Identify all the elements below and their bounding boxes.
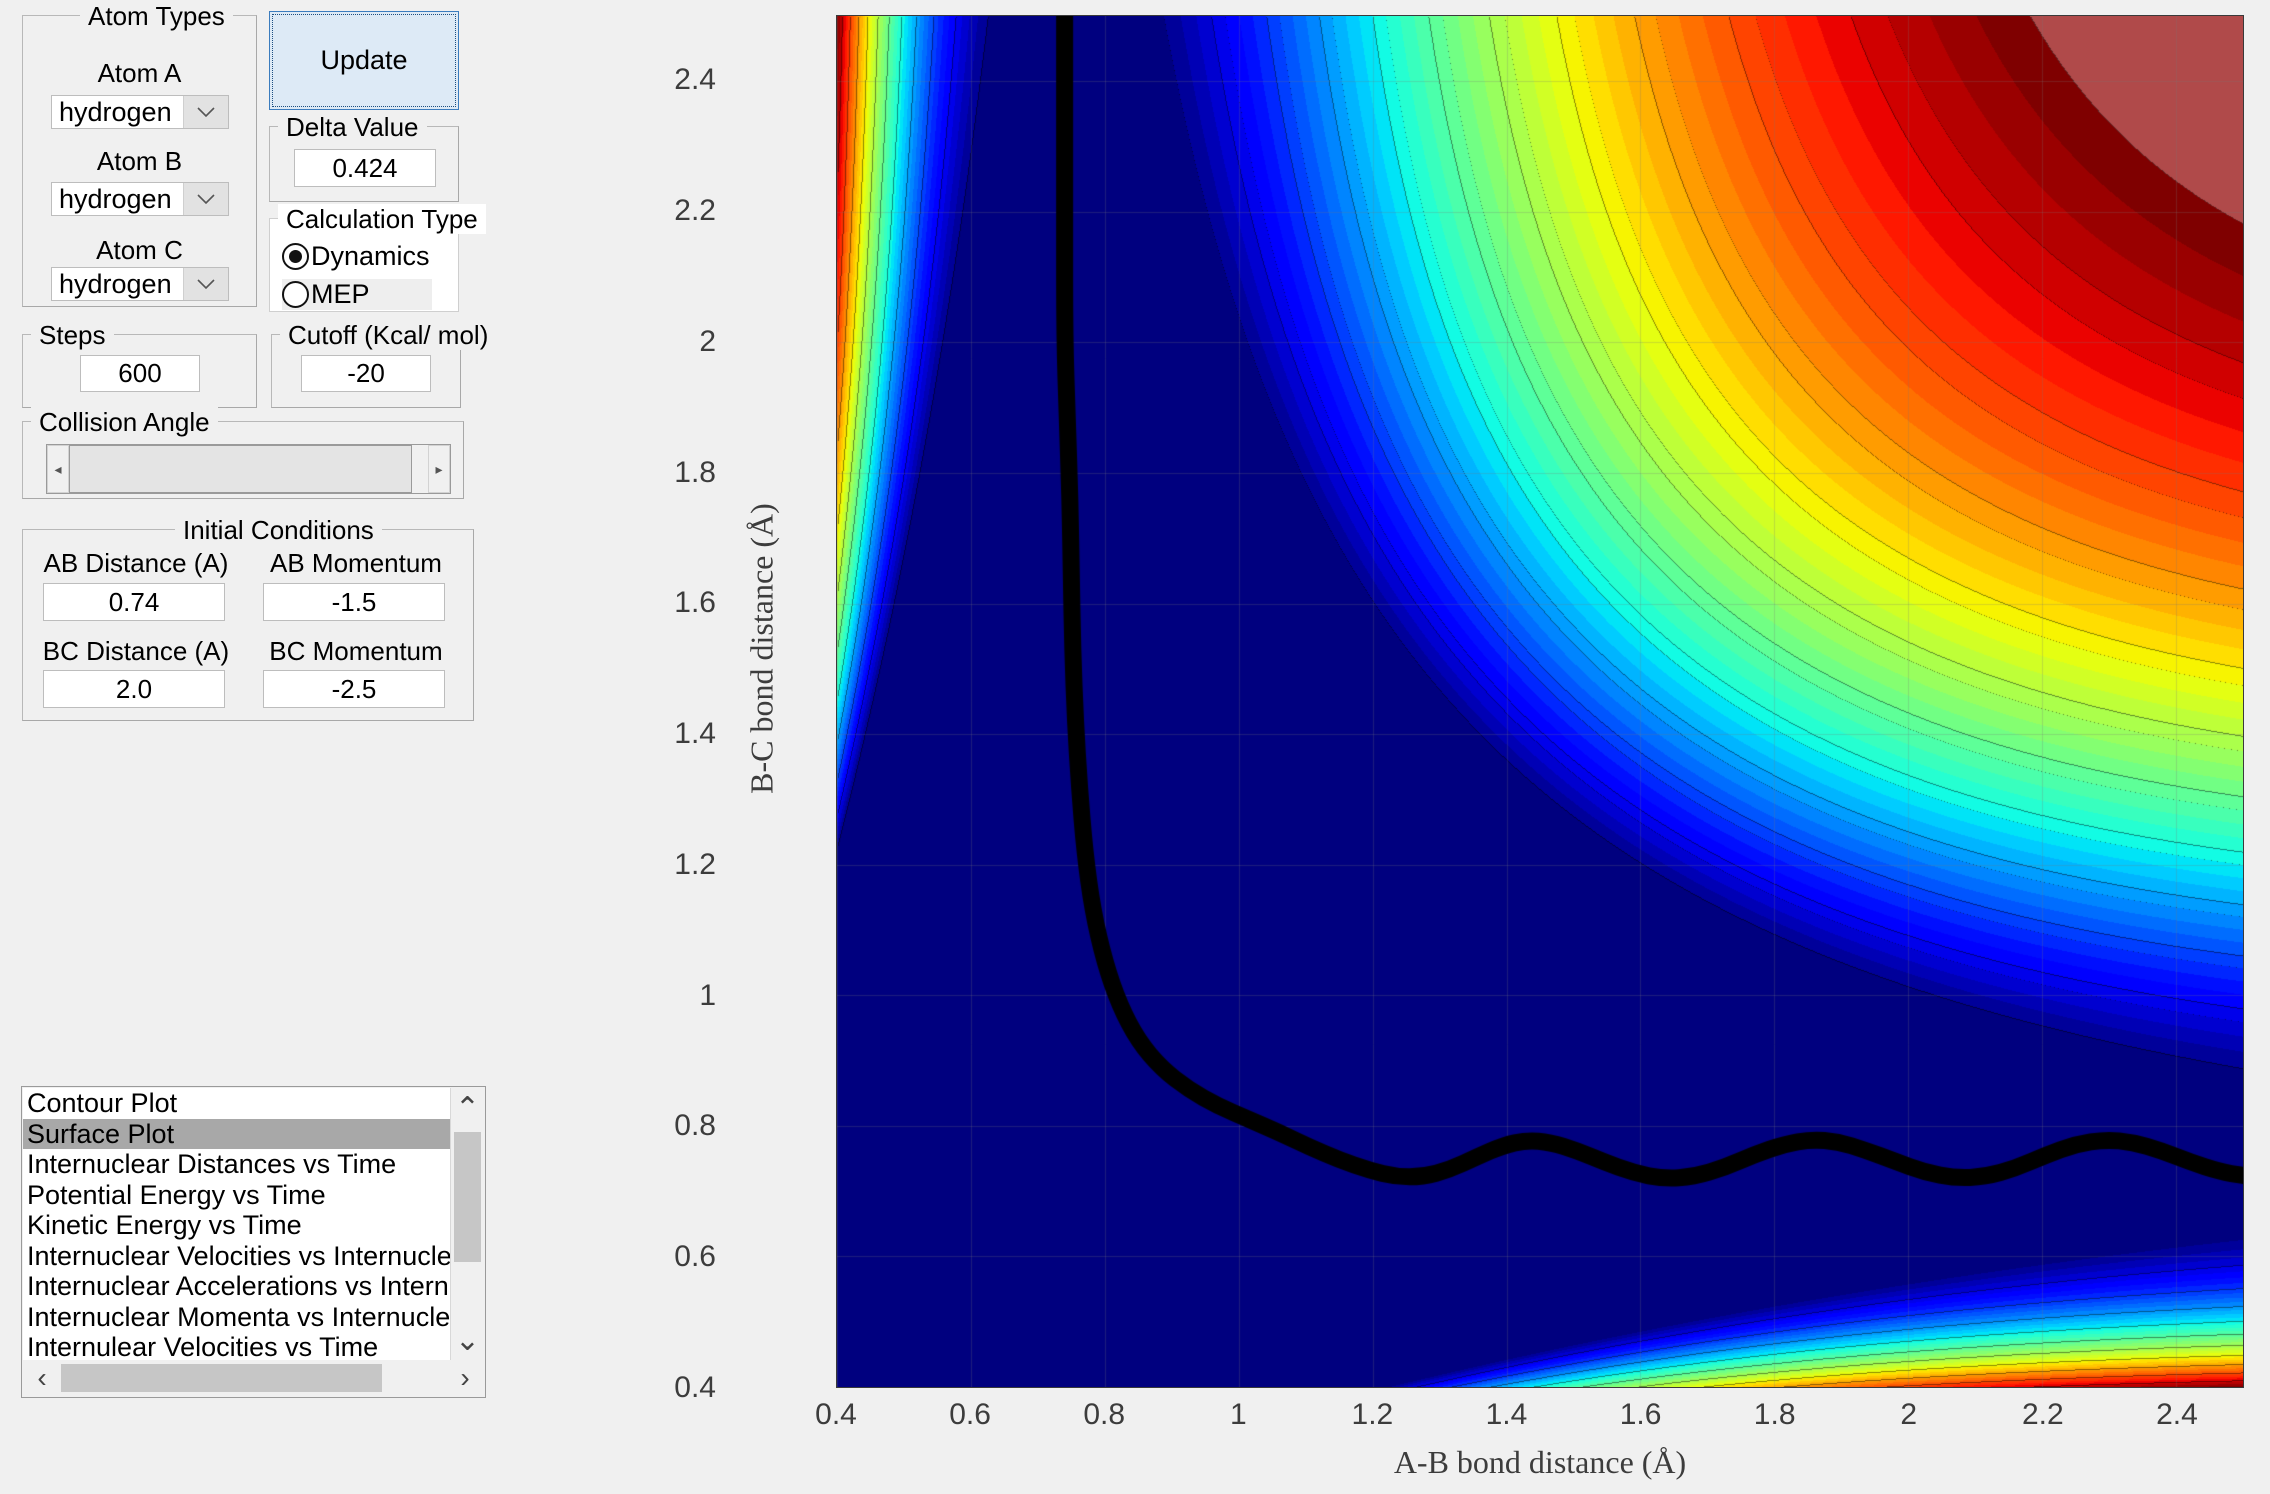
- list-item[interactable]: Internulear Velocities vs Time: [27, 1332, 379, 1360]
- x-tick-label: 0.6: [949, 1398, 991, 1431]
- y-tick-label: 0.4: [674, 1371, 716, 1404]
- x-tick-label: 2.2: [2021, 1398, 2064, 1431]
- initial-conditions-title: Initial Conditions: [175, 515, 382, 545]
- initial-conditions-panel: Initial Conditions AB Distance (A) 0.74 …: [22, 515, 474, 721]
- plot-canvas-area[interactable]: [836, 15, 2244, 1388]
- ab-distance-field[interactable]: 0.74: [43, 583, 225, 621]
- x-tick-label: 2: [1900, 1398, 1918, 1431]
- scroll-down-icon[interactable]: ⌄: [454, 1323, 481, 1357]
- y-axis-label: B-C bond distance (Å): [743, 503, 780, 794]
- list-item[interactable]: Internuclear Accelerations vs Internucle…: [27, 1271, 451, 1301]
- y-tick-label: 0.6: [674, 1240, 716, 1274]
- horizontal-scroll-thumb[interactable]: [61, 1364, 382, 1392]
- y-tick-label: 2.2: [674, 194, 716, 228]
- x-tick-label: 1: [1229, 1398, 1247, 1431]
- atom-a-label: Atom A: [97, 58, 182, 88]
- radio-dynamics[interactable]: Dynamics: [282, 241, 430, 272]
- x-tick-label: 1.6: [1619, 1398, 1662, 1431]
- x-tick-label: 2.4: [2156, 1398, 2198, 1431]
- atom-types-panel: Atom Types Atom A hydrogen Atom B hydrog…: [22, 1, 257, 307]
- delta-value-title: Delta Value: [278, 112, 427, 142]
- cutoff-title: Cutoff (Kcal/ mol): [280, 320, 497, 350]
- ab-momentum-label: AB Momentum: [270, 548, 442, 578]
- list-item[interactable]: Internuclear Velocities vs Internuclear …: [27, 1240, 451, 1271]
- atom-c-label: Atom C: [96, 235, 183, 265]
- listbox-vertical-scrollbar[interactable]: ⌃ ⌄: [450, 1088, 484, 1360]
- y-tick-label: 2.4: [674, 63, 716, 97]
- x-tick-label: 1.8: [1753, 1398, 1796, 1431]
- slider-left-arrow-icon[interactable]: ◂: [47, 445, 69, 493]
- x-tick-label: 0.4: [815, 1398, 857, 1431]
- atom-a-combo[interactable]: hydrogen: [51, 95, 229, 129]
- atom-c-combo[interactable]: hydrogen: [51, 267, 229, 301]
- plot-type-listbox[interactable]: Contour Plot Surface Plot Internuclear Dis…: [21, 1086, 486, 1398]
- scroll-left-icon[interactable]: ‹: [37, 1362, 47, 1393]
- chevron-down-icon[interactable]: [183, 96, 228, 128]
- atom-types-title: Atom Types: [80, 1, 233, 31]
- cutoff-panel: Cutoff (Kcal/ mol) -20: [271, 320, 497, 408]
- contour-plot-figure: 0.4 0.6 0.8 1 1.2 1.4 1.6 1.8 2 2.2 2.4 0.4 0.6 0.8 1…: [674, 0, 2270, 1494]
- y-tick-label: 1.4: [674, 717, 716, 751]
- x-axis-label: A-B bond distance (Å): [1393, 1444, 1687, 1480]
- bc-distance-field[interactable]: 2.0: [43, 670, 225, 708]
- steps-panel: Steps 600: [22, 320, 257, 408]
- radio-selected-icon: [282, 243, 309, 270]
- cutoff-field[interactable]: -20: [301, 355, 431, 392]
- chevron-down-icon[interactable]: [183, 268, 228, 300]
- list-item[interactable]: Contour Plot: [27, 1088, 178, 1118]
- listbox-horizontal-scrollbar[interactable]: ‹ ›: [23, 1360, 484, 1396]
- y-tick-label: 2: [699, 324, 716, 358]
- atom-a-value: hydrogen: [59, 96, 172, 127]
- radio-mep-label: MEP: [311, 279, 370, 309]
- delta-value-field[interactable]: 0.424: [294, 149, 436, 187]
- list-item[interactable]: Kinetic Energy vs Time: [27, 1210, 302, 1240]
- list-item[interactable]: Surface Plot: [23, 1118, 451, 1149]
- y-tick-label: 1.2: [674, 847, 716, 881]
- collision-angle-title: Collision Angle: [31, 407, 218, 437]
- update-button[interactable]: Update: [269, 11, 459, 110]
- y-tick-label: 1: [699, 978, 716, 1012]
- y-tick-label: 0.8: [674, 1109, 716, 1143]
- chevron-down-icon[interactable]: [183, 183, 228, 215]
- radio-dynamics-label: Dynamics: [311, 241, 430, 271]
- vertical-scroll-thumb[interactable]: [454, 1132, 481, 1262]
- atom-b-value: hydrogen: [59, 183, 172, 214]
- calculation-type-panel: Calculation Type Dynamics MEP: [269, 204, 486, 312]
- radio-mep[interactable]: MEP: [282, 279, 432, 310]
- x-tick-label: 1.2: [1351, 1398, 1394, 1431]
- steps-title: Steps: [31, 320, 114, 350]
- atom-b-combo[interactable]: hydrogen: [51, 182, 229, 216]
- radio-unselected-icon: [282, 281, 309, 308]
- potential-surface-canvas: [837, 16, 2243, 1387]
- delta-value-panel: Delta Value 0.424: [269, 112, 459, 202]
- steps-field[interactable]: 600: [80, 355, 200, 392]
- scroll-right-icon[interactable]: ›: [460, 1362, 470, 1393]
- ab-distance-label: AB Distance (A): [43, 548, 229, 578]
- atom-c-value: hydrogen: [59, 268, 172, 299]
- calculation-type-title: Calculation Type: [278, 204, 486, 234]
- list-item[interactable]: Internuclear Distances vs Time: [27, 1149, 397, 1179]
- collision-angle-panel: Collision Angle ◂ ▸: [22, 407, 464, 499]
- bc-distance-label: BC Distance (A): [42, 636, 230, 666]
- atom-b-label: Atom B: [96, 146, 183, 176]
- bc-momentum-label: BC Momentum: [269, 636, 443, 666]
- x-tick-label: 1.4: [1485, 1398, 1528, 1431]
- listbox-items[interactable]: Contour Plot Surface Plot Internuclear Dis…: [23, 1088, 451, 1360]
- list-item[interactable]: Internuclear Momenta vs Internuclear Dis…: [27, 1301, 451, 1332]
- scroll-up-icon[interactable]: ⌃: [454, 1091, 481, 1125]
- slider-track[interactable]: [412, 445, 428, 493]
- ab-momentum-field[interactable]: -1.5: [263, 583, 445, 621]
- y-tick-label: 1.6: [674, 586, 716, 620]
- collision-angle-slider[interactable]: ◂ ▸: [46, 444, 451, 494]
- slider-right-arrow-icon[interactable]: ▸: [428, 445, 450, 493]
- list-item[interactable]: Potential Energy vs Time: [27, 1179, 326, 1210]
- y-tick-label: 1.8: [674, 455, 716, 489]
- slider-thumb[interactable]: [69, 445, 412, 493]
- x-tick-label: 0.8: [1083, 1398, 1126, 1431]
- bc-momentum-field[interactable]: -2.5: [263, 670, 445, 708]
